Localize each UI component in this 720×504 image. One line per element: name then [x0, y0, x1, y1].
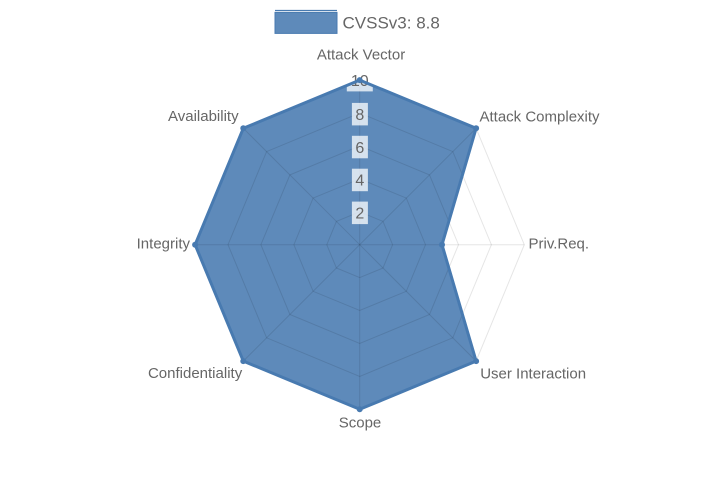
svg-text:CVSSv3: 8.8: CVSSv3: 8.8: [343, 13, 440, 32]
svg-text:Scope: Scope: [339, 414, 382, 431]
svg-text:Attack Vector: Attack Vector: [317, 47, 405, 64]
svg-text:Attack Complexity: Attack Complexity: [480, 108, 601, 125]
svg-text:4: 4: [355, 173, 364, 190]
svg-text:Priv.Req.: Priv.Req.: [529, 236, 590, 253]
svg-text:6: 6: [355, 140, 364, 157]
svg-text:User Interaction: User Interaction: [480, 365, 586, 382]
svg-text:Availability: Availability: [168, 108, 239, 125]
svg-text:8: 8: [355, 107, 364, 124]
svg-text:Confidentiality: Confidentiality: [148, 365, 243, 382]
svg-text:Integrity: Integrity: [137, 236, 191, 253]
svg-text:2: 2: [355, 206, 364, 223]
